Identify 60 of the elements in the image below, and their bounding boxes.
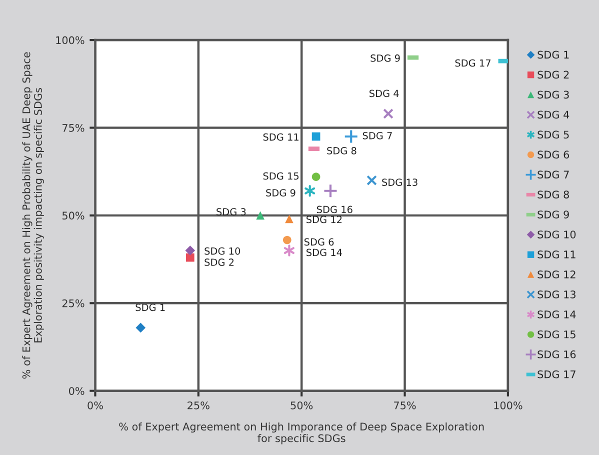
point xyxy=(185,246,196,256)
legend-label: SDG 7 xyxy=(538,170,569,179)
y-tick-label: 100% xyxy=(56,36,84,44)
legend-label: SDG 17 xyxy=(538,370,576,378)
annotation: SDG 8 xyxy=(327,147,356,154)
y-tick-label: 75% xyxy=(62,124,84,132)
legend-label: SDG 12 xyxy=(538,270,576,278)
annotation: SDG 7 xyxy=(362,132,392,140)
x-tick-label: 50% xyxy=(290,401,313,410)
point xyxy=(383,108,394,119)
annotation: SDG 11 xyxy=(263,133,298,141)
annotation: SDG 3 xyxy=(216,208,246,216)
point xyxy=(285,214,294,224)
legend-label: SDG 11 xyxy=(538,250,576,258)
annotation: SDG 17 xyxy=(455,59,490,67)
y-axis-title: % of Expert Agreement on High Probability of UAE Deep Space Exploration positivity impacting on specific SDGs xyxy=(22,52,44,379)
annotation: SDG 15 xyxy=(263,172,299,180)
x-axis-title: % of Expert Agreement on High Imporance of Deep Space Exploration for specific SDGs xyxy=(119,422,484,444)
point xyxy=(366,175,377,186)
legend-label: SDG 6 xyxy=(538,150,570,159)
legend-label: SDG 16 xyxy=(538,350,576,358)
legend-label: SDG 2 xyxy=(538,70,569,79)
legend-label: SDG 14 xyxy=(538,310,576,318)
legend-label: SDG 15 xyxy=(538,330,576,338)
x-tick-label: 75% xyxy=(394,401,416,410)
annotation: SDG 9 xyxy=(266,189,296,196)
point xyxy=(312,132,320,141)
point xyxy=(323,184,338,198)
y-tick-label: 25% xyxy=(62,299,84,308)
annotation: SDG 2 xyxy=(204,258,234,266)
y-tick-label: 50% xyxy=(62,212,84,220)
point xyxy=(304,184,316,197)
x-tick-label: 25% xyxy=(188,401,210,410)
annotation: SDG 13 xyxy=(382,178,418,186)
point xyxy=(282,236,292,244)
point xyxy=(344,129,358,144)
legend-label: SDG 8 xyxy=(538,190,569,198)
legend-label: SDG 4 xyxy=(538,110,570,119)
annotation: SDG 6 xyxy=(304,238,334,246)
legend-label: SDG 10 xyxy=(538,230,576,238)
point xyxy=(186,253,194,262)
x-tick-label: 100% xyxy=(494,401,522,410)
annotation: SDG 16 xyxy=(316,206,352,214)
legend-label: SDG 3 xyxy=(538,90,569,99)
annotation: SDG 12 xyxy=(306,216,342,224)
point xyxy=(284,244,294,256)
legend-label: SDG 9 xyxy=(538,210,569,218)
annotation: SDG 9 xyxy=(370,54,400,62)
annotation: SDG 4 xyxy=(370,90,399,98)
annotation: SDG 1 xyxy=(136,304,165,312)
x-tick-label: 0% xyxy=(88,401,103,410)
annotation: SDG 14 xyxy=(306,248,342,256)
point xyxy=(312,172,320,182)
point xyxy=(256,211,264,220)
point xyxy=(136,322,146,333)
legend-label: SDG 13 xyxy=(538,290,576,298)
legend-label: SDG 1 xyxy=(538,50,569,59)
annotation: SDG 10 xyxy=(204,247,240,255)
y-tick-label: 0% xyxy=(68,387,84,395)
legend-label: SDG 5 xyxy=(538,130,569,139)
